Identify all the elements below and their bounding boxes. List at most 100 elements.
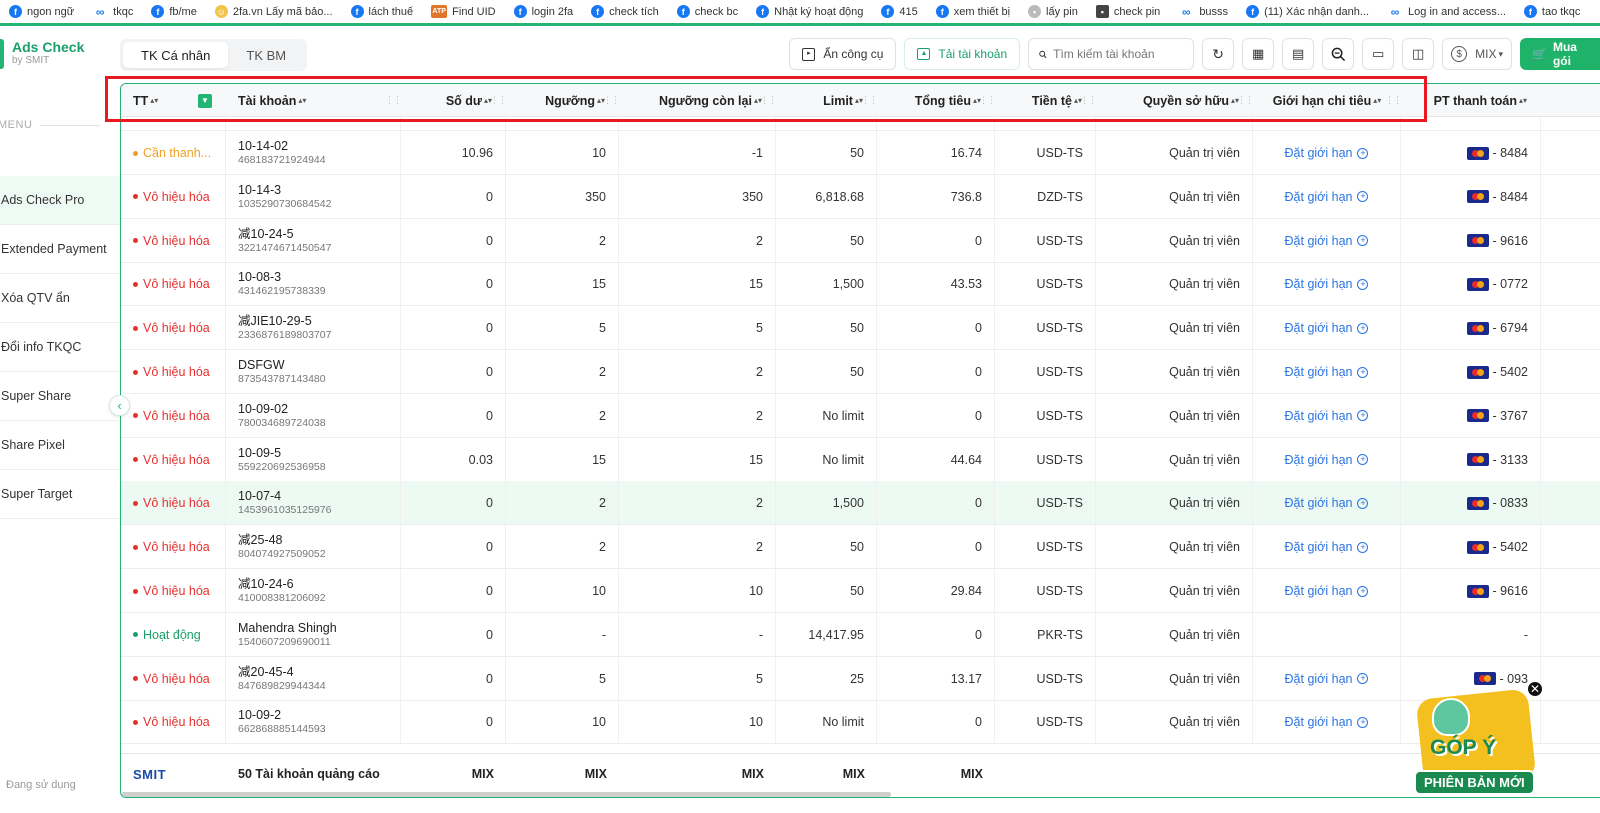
column-resize-handle[interactable]: ⋮⋮ — [603, 95, 620, 105]
table-row[interactable]: Vô hiệu hóa 10-09-5 559220692536958 0.03 15 1… — [121, 437, 1600, 482]
table-row[interactable]: Cần thanh... 10-14-02 468183721924944 10.96… — [121, 131, 1600, 175]
sort-icon[interactable]: ▴▾ — [150, 96, 159, 105]
feedback-promo[interactable]: GÓP Ý PHIÊN BẢN MỚI ✕ — [1412, 680, 1544, 800]
table-row[interactable]: Vô hiệu hóa 10-14-3 1035290730684542 0 350 35… — [121, 174, 1600, 219]
bookmark-item[interactable]: f ngon ngữ — [0, 1, 83, 23]
table-row[interactable]: Vô hiệu hóa 10-09-02 780034689724038 0 2 2 No … — [121, 393, 1600, 438]
set-limit-link[interactable]: Đặt giới hạn + — [1285, 365, 1369, 379]
set-limit-link[interactable]: Đặt giới hạn + — [1285, 234, 1369, 248]
account-name[interactable]: Mahendra Shingh — [238, 620, 337, 635]
column-header[interactable]: Quyền sở hữu ▴▾ — [1096, 84, 1253, 117]
column-header[interactable]: Số dư ▴▾ — [401, 84, 506, 117]
bookmark-item[interactable]: f check bc — [668, 1, 747, 23]
account-name[interactable]: 减20-45-4 — [238, 664, 294, 679]
report-button[interactable]: ▤ — [1282, 38, 1315, 70]
account-name[interactable]: 10-07-4 — [238, 489, 282, 504]
bookmark-item[interactable]: f Nhật ký hoạt động — [747, 1, 872, 23]
table-row[interactable]: Vô hiệu hóa 减JIE10-29-5 2336876189803707 0 5… — [121, 306, 1600, 351]
set-limit-link[interactable]: Đặt giới hạn + — [1285, 584, 1369, 598]
bookmark-item[interactable]: ∞ tkqc — [83, 1, 142, 23]
bookmark-item[interactable]: ∞ busss — [1169, 1, 1237, 23]
account-name[interactable]: 减25-48 — [238, 533, 283, 548]
hide-tools-button[interactable]: ▸ Ẩn công cụ — [789, 38, 897, 70]
search-input[interactable] — [1053, 47, 1184, 61]
column-header[interactable]: Tiền tệ ▴▾ — [995, 84, 1096, 117]
bookmark-item[interactable]: • lấy pin — [1019, 1, 1087, 23]
bookmark-item[interactable]: ATP Find UID — [422, 1, 504, 23]
table-row[interactable]: Vô hiệu hóa 10-07-4 1453961035125976 0 2 2 1,5… — [121, 481, 1600, 526]
column-resize-handle[interactable]: ⋮⋮ — [1385, 95, 1402, 105]
set-limit-link[interactable]: Đặt giới hạn + — [1285, 277, 1369, 291]
filter-icon[interactable]: ▼ — [198, 93, 212, 108]
column-resize-handle[interactable]: ⋮⋮ — [385, 95, 402, 105]
sort-icon[interactable]: ▴▾ — [1230, 96, 1239, 105]
set-limit-link[interactable]: Đặt giới hạn + — [1285, 190, 1369, 204]
set-limit-link[interactable]: Đặt giới hạn + — [1285, 496, 1369, 510]
account-name[interactable]: 减10-24-6 — [238, 577, 294, 591]
bookmark-item[interactable]: ☺ 2fa.vn Lấy mã bảo... — [206, 1, 342, 23]
bookmark-item[interactable]: f lách thuế — [342, 1, 423, 23]
bookmark-item[interactable]: f tao tkqc — [1515, 1, 1590, 23]
sidebar-item[interactable]: Super Share — [0, 372, 120, 421]
column-resize-handle[interactable]: ⋮⋮ — [1080, 95, 1097, 105]
account-name[interactable]: 10-08-3 — [238, 270, 282, 285]
table-row[interactable]: Vô hiệu hóa 10-09-2 662868885144593 0 10 10 No… — [121, 700, 1600, 745]
column-header[interactable]: Ngưỡng ▴▾ — [506, 84, 619, 117]
column-resize-handle[interactable]: ⋮⋮ — [979, 95, 996, 105]
buy-package-button[interactable]: 🛒 Mua gói — [1520, 38, 1600, 70]
sort-icon[interactable]: ▴▾ — [596, 96, 605, 105]
account-name[interactable]: 10-09-02 — [238, 401, 289, 416]
column-resize-handle[interactable]: ⋮⋮ — [1385, 95, 1402, 105]
set-limit-link[interactable]: Đặt giới hạn + — [1285, 540, 1369, 554]
sort-icon[interactable]: ▴▾ — [972, 96, 981, 105]
column-resize-handle[interactable]: ⋮⋮ — [861, 95, 878, 105]
table-row[interactable]: Vô hiệu hóa DSFGW 873543787143480 0 2 2 50 0 USD… — [121, 350, 1600, 394]
sort-icon[interactable]: ▴▾ — [1518, 96, 1527, 105]
column-header[interactable]: Tài khoản ▴▾ — [226, 84, 401, 117]
bookmark-item[interactable]: f xem thiết bị — [927, 1, 1019, 23]
bookmark-item[interactable]: ∞ Log in and access... — [1378, 1, 1515, 23]
account-name[interactable]: 减JIE10-29-5 — [238, 314, 312, 329]
tab-personal[interactable]: TK Cá nhân — [123, 42, 229, 68]
account-name[interactable]: 10-14-3 — [238, 182, 282, 197]
table-row[interactable]: Vô hiệu hóa 减10-24-5 3221474671450547 0 2 2 50… — [121, 218, 1600, 263]
account-name[interactable]: 减10-24-5 — [238, 226, 294, 241]
column-header[interactable]: Giới hạn chi tiêu ▴▾ — [1253, 84, 1401, 117]
comment-button[interactable]: ▭ — [1362, 38, 1395, 70]
bookmark-item[interactable]: f 415 — [872, 1, 926, 23]
table-row[interactable]: Vô hiệu hóa414311674240927055500USD-TSQu… — [121, 117, 1600, 131]
account-name[interactable]: 10-14-02 — [238, 139, 289, 153]
account-name[interactable]: 10-09-5 — [238, 445, 282, 460]
bookmark-item[interactable]: f fb/me — [142, 1, 206, 23]
set-limit-link[interactable]: Đặt giới hạn + — [1285, 715, 1369, 729]
sidebar-item[interactable]: Ads Check Pro — [0, 176, 120, 225]
set-limit-link[interactable]: Đặt giới hạn + — [1285, 409, 1369, 423]
table-row[interactable]: Hoạt động Mahendra Shingh 1540607209690011… — [121, 612, 1600, 657]
sort-icon[interactable]: ▴▾ — [1073, 96, 1082, 105]
bookmark-item[interactable]: f (11) Xác nhận danh... — [1237, 1, 1378, 23]
column-resize-handle[interactable]: ⋮⋮ — [1237, 95, 1254, 105]
table-row[interactable]: Vô hiệu hóa 减10-24-6 410008381206092 0 10 10 5… — [121, 569, 1600, 613]
column-header[interactable]: PT thanh toán ▴▾ — [1401, 84, 1541, 117]
refresh-button[interactable]: ↻ — [1202, 38, 1235, 70]
sort-icon[interactable]: ▴▾ — [753, 96, 762, 105]
sidebar-item[interactable]: Share Pixel — [0, 421, 120, 470]
horizontal-scrollbar[interactable] — [121, 792, 891, 797]
zoom-button[interactable] — [1322, 38, 1355, 70]
column-header[interactable]: TT ▴▾ ▼ — [121, 84, 226, 117]
sidebar-item[interactable]: Xóa QTV ẩn — [0, 274, 120, 323]
column-header[interactable]: Ngưỡng còn lại ▴▾ — [619, 84, 776, 117]
account-name[interactable]: DSFGW — [238, 358, 285, 372]
set-limit-link[interactable]: Đặt giới hạn + — [1285, 672, 1369, 686]
sort-icon[interactable]: ▴▾ — [298, 96, 307, 105]
load-accounts-button[interactable]: ▲ Tải tài khoản — [904, 38, 1021, 70]
table-row[interactable]: Vô hiệu hóa 10-08-3 431462195738339 0 15 15 1,… — [121, 262, 1600, 307]
bookmark-item[interactable]: f check tích — [582, 1, 668, 23]
currency-select[interactable]: $ MIX ▾ — [1442, 38, 1512, 70]
account-name[interactable]: 10-09-2 — [238, 708, 282, 723]
bookmark-item[interactable]: f login 2fa — [505, 1, 583, 23]
column-resize-handle[interactable]: ⋮⋮ — [490, 95, 507, 105]
column-header[interactable]: Tổng tiêu ▴▾ — [877, 84, 995, 117]
bookmark-item[interactable]: ▪ check pin — [1087, 1, 1169, 23]
brand-logo[interactable]: Ads Check by SMIT — [0, 39, 84, 69]
